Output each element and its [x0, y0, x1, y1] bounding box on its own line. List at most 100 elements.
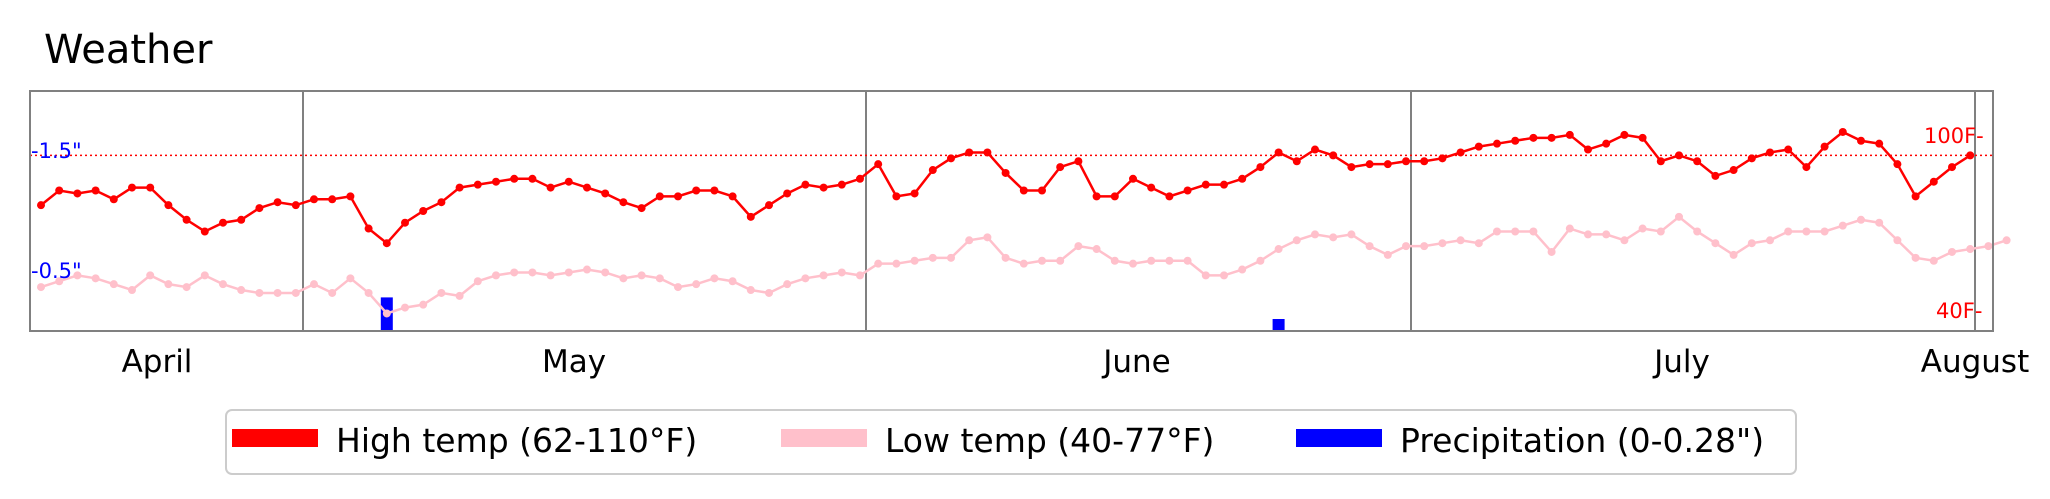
high-temp-point-100	[1857, 136, 1865, 145]
low-temp-point-83	[1547, 247, 1556, 256]
high-temp-point-33	[637, 204, 646, 213]
low-temp-point-44	[837, 268, 846, 277]
high-temp-point-31	[601, 189, 610, 198]
low-temp-point-45	[856, 271, 864, 280]
high-temp-point-34	[655, 192, 664, 201]
high-temp-point-79	[1474, 142, 1483, 151]
high-temp-point-75	[1402, 157, 1410, 166]
low-temp-point-48	[910, 256, 919, 265]
high-temp-point-76	[1420, 157, 1429, 166]
low-temp-point-101	[1875, 218, 1884, 227]
high-temp-point-103	[1911, 192, 1920, 201]
month-label-may: May	[542, 344, 606, 380]
high-temp-point-104	[1929, 177, 1938, 186]
low-temp-point-70	[1311, 230, 1319, 239]
high-temp-point-46	[874, 160, 883, 169]
low-temp-point-107	[1984, 242, 1993, 251]
high-temp-point-45	[856, 174, 864, 183]
high-temp-point-30	[583, 183, 591, 192]
low-temp-point-12	[255, 288, 264, 297]
high-temp-point-86	[1602, 139, 1611, 148]
high-temp-point-1	[55, 186, 64, 195]
low-temp-point-79	[1474, 239, 1483, 248]
low-temp-point-87	[1620, 236, 1629, 245]
low-temp-point-10	[219, 280, 227, 289]
high-temp-point-14	[291, 201, 300, 210]
low-temp-point-91	[1693, 227, 1702, 236]
low-temp-point-99	[1838, 221, 1847, 230]
high-temp-point-9	[200, 227, 209, 236]
high-temp-point-37	[710, 186, 719, 195]
legend-swatch-low	[781, 429, 867, 447]
low-temp-point-49	[928, 253, 937, 262]
high-temp-point-56	[1056, 163, 1065, 172]
precip-tick-label-low: -0.5"	[31, 259, 82, 283]
high-temp-point-0	[37, 201, 45, 210]
high-temp-point-10	[219, 218, 227, 227]
low-temp-point-46	[874, 259, 883, 268]
high-temp-point-28	[546, 183, 555, 192]
high-temp-point-19	[382, 239, 391, 248]
low-temp-point-14	[291, 288, 300, 297]
low-temp-point-27	[528, 268, 537, 277]
high-temp-point-88	[1638, 133, 1647, 142]
high-temp-point-67	[1256, 163, 1265, 172]
low-temp-point-60	[1129, 259, 1137, 268]
low-temp-point-23	[455, 291, 464, 300]
high-temp-point-52	[983, 148, 992, 157]
low-temp-point-64	[1201, 271, 1210, 280]
high-temp-point-85	[1584, 145, 1592, 154]
high-temp-point-81	[1511, 136, 1520, 145]
plot-area	[30, 91, 2011, 331]
low-temp-point-103	[1911, 253, 1920, 262]
legend-box	[225, 409, 1797, 475]
low-temp-point-69	[1292, 236, 1301, 245]
low-temp-point-33	[637, 271, 646, 280]
low-temp-point-16	[328, 288, 337, 297]
high-temp-point-4	[109, 195, 118, 204]
low-temp-point-71	[1329, 233, 1338, 242]
high-temp-point-39	[746, 212, 755, 221]
low-temp-point-80	[1493, 227, 1501, 236]
high-temp-point-5	[128, 183, 136, 192]
low-temp-point-35	[674, 283, 682, 292]
low-temp-point-32	[619, 274, 628, 283]
high-temp-point-24	[473, 180, 482, 189]
high-temp-point-99	[1838, 127, 1847, 136]
high-temp-point-38	[728, 192, 737, 201]
low-temp-point-54	[1019, 259, 1028, 268]
high-temp-point-7	[164, 201, 173, 210]
high-temp-point-13	[273, 198, 282, 207]
low-temp-point-30	[583, 265, 591, 274]
low-temp-point-6	[146, 271, 155, 280]
low-temp-point-21	[419, 300, 428, 309]
high-temp-point-50	[947, 154, 955, 163]
low-temp-point-51	[965, 236, 974, 245]
high-temp-line	[40, 130, 1971, 245]
high-temp-point-93	[1729, 166, 1738, 175]
low-temp-point-57	[1074, 242, 1083, 251]
low-temp-point-40	[765, 288, 773, 297]
high-temp-point-47	[892, 192, 901, 201]
high-temp-point-101	[1875, 139, 1884, 148]
high-temp-point-63	[1183, 186, 1192, 195]
low-temp-point-61	[1147, 256, 1156, 265]
low-temp-point-4	[109, 280, 118, 289]
low-temp-point-55	[1038, 256, 1046, 265]
plot-frame	[29, 90, 1994, 332]
low-temp-point-7	[164, 280, 173, 289]
high-temp-point-42	[801, 180, 810, 189]
low-temp-point-24	[473, 277, 482, 286]
high-temp-point-77	[1438, 154, 1447, 163]
low-temp-point-67	[1256, 256, 1265, 265]
high-temp-point-35	[674, 192, 682, 201]
low-temp-point-17	[346, 274, 355, 283]
low-temp-point-81	[1511, 227, 1520, 236]
high-temp-point-92	[1711, 171, 1720, 180]
high-temp-point-11	[237, 215, 246, 224]
low-temp-point-13	[273, 288, 282, 297]
low-temp-point-90	[1675, 212, 1683, 221]
low-temp-point-92	[1711, 239, 1720, 248]
high-temp-point-53	[1001, 168, 1010, 177]
low-temp-point-1	[55, 277, 64, 286]
